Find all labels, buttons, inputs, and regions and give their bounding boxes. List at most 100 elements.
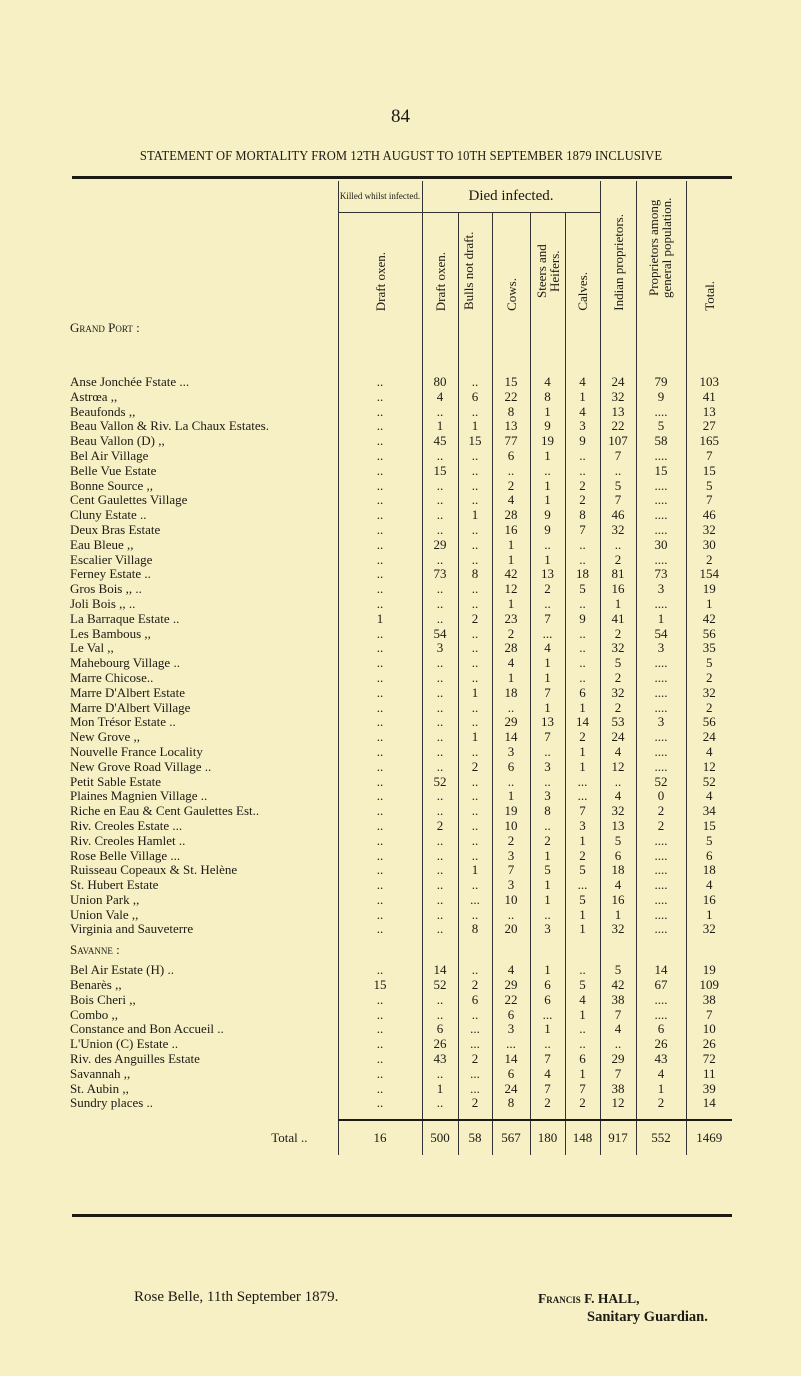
empty-cell — [599, 1111, 636, 1121]
killed-draft-oxen-cell: .. — [337, 433, 422, 449]
indian-proprietors-cell: 32 — [599, 685, 636, 701]
calves-cell: 5 — [564, 862, 600, 879]
total-cell: 15 — [685, 818, 732, 834]
total-cell: 109 — [685, 977, 732, 993]
total-cell: 4 — [685, 789, 732, 805]
total-cell: 1 — [685, 596, 732, 612]
steers-heifers-cell: 1 — [529, 655, 565, 671]
indian-proprietors-cell: 22 — [599, 419, 636, 435]
died-draft-oxen-cell: .. — [421, 655, 458, 671]
total-cell: 56 — [685, 715, 732, 731]
killed-draft-oxen-cell: .. — [337, 1066, 422, 1082]
calves-cell: .. — [564, 537, 600, 553]
steers-heifers-cell: 6 — [529, 977, 565, 993]
indian-proprietors-cell: 13 — [599, 818, 636, 834]
steers-heifers-cell: 3 — [529, 789, 565, 805]
bulls-not-draft-cell: 2 — [457, 977, 492, 993]
empty-cell — [685, 315, 732, 375]
indian-proprietors-cell: 32 — [599, 922, 636, 938]
general-proprietors-cell: .... — [635, 478, 686, 494]
steers-heifers-cell: .. — [529, 774, 565, 790]
died-draft-oxen-cell: 2 — [421, 818, 458, 834]
table-row: Les Bambous ,,.. 54.. 2..... 2 54 56 — [70, 626, 732, 642]
calves-cell: 1 — [564, 1007, 600, 1023]
total-cell: 32 — [685, 685, 732, 701]
indian-proprietors-cell: 2 — [599, 700, 636, 716]
indian-proprietors-cell: .. — [599, 1036, 636, 1053]
died-draft-oxen-cell: 54 — [421, 626, 458, 642]
total-cell: 16 — [685, 892, 732, 908]
steers-heifers-cell: 2 — [529, 833, 565, 849]
table-row: Virginia and Sauveterre.... 8 20 3 1 32.... 32 — [70, 922, 732, 938]
general-proprietors-cell: .... — [635, 892, 686, 908]
table-row: Ferney Estate .... 73 8 42 13 18 81 73 154 — [70, 567, 732, 583]
died-draft-oxen-cell: 6 — [421, 1022, 458, 1038]
total-cell: 4 — [685, 744, 732, 760]
died-draft-oxen-cell: .. — [421, 522, 458, 538]
place-name-cell: Mahebourg Village .. — [70, 656, 180, 671]
header-general-proprietors: Proprietors among general population. — [646, 197, 674, 299]
place-name-cell: Beaufonds ,, — [70, 404, 136, 419]
steers-heifers-cell: 7 — [529, 1081, 565, 1097]
general-proprietors-cell: 30 — [635, 537, 686, 553]
empty-cell — [457, 937, 492, 964]
cows-cell: 28 — [491, 507, 530, 523]
died-draft-oxen-cell: .. — [421, 862, 458, 879]
general-proprietors-cell: .... — [635, 655, 686, 671]
died-draft-oxen-cell: .. — [421, 907, 458, 923]
killed-draft-oxen-cell: .. — [337, 596, 422, 612]
page-number: 84 — [391, 106, 410, 127]
table-row: Savannah ,,....... 6 4 1 7 4 11 — [70, 1066, 732, 1082]
bulls-not-draft-cell: 6 — [457, 992, 492, 1008]
died-draft-oxen-cell: .. — [421, 789, 458, 805]
bulls-not-draft-cell: ... — [457, 1081, 492, 1097]
total-cell: 32 — [685, 922, 732, 938]
steers-heifers-cell: 2 — [529, 1096, 565, 1112]
total-cell: 5 — [685, 833, 732, 849]
killed-draft-oxen-cell: .. — [337, 729, 422, 745]
indian-proprietors-cell: 4 — [599, 789, 636, 805]
total-cell: 34 — [685, 803, 732, 819]
general-proprietors-cell: 15 — [635, 463, 686, 479]
header-steers-heifers: Steers and Heifers. — [533, 244, 562, 298]
killed-draft-oxen-cell: .. — [337, 992, 422, 1008]
table-row: Astrœa ,,.. 4 6 22 8 1 32 9 41 — [70, 389, 732, 405]
bulls-not-draft-cell: .. — [457, 522, 492, 538]
steers-heifers-cell: .. — [529, 818, 565, 834]
died-draft-oxen-cell: .. — [421, 744, 458, 760]
empty-cell — [685, 1111, 732, 1121]
steers-heifers-cell: 3 — [529, 922, 565, 938]
died-draft-oxen-cell: .. — [421, 1096, 458, 1112]
general-proprietors-cell: 5 — [635, 419, 686, 435]
place-name-cell: Constance and Bon Accueil .. — [70, 1022, 224, 1037]
place-name-cell: Gros Bois ,, .. — [70, 582, 142, 597]
bulls-not-draft-cell: 2 — [457, 759, 492, 775]
place-name-cell: Benarès ,, — [70, 978, 122, 993]
total-cell: 41 — [685, 389, 732, 405]
died-draft-oxen-cell: .. — [421, 493, 458, 509]
calves-cell: .. — [564, 670, 600, 686]
cows-cell: 29 — [491, 977, 530, 993]
died-draft-oxen-cell: .. — [421, 803, 458, 819]
general-proprietors-cell: 73 — [635, 567, 686, 583]
calves-cell: 3 — [564, 818, 600, 834]
steers-heifers-cell: 7 — [529, 729, 565, 745]
total-cell: 10 — [685, 1022, 732, 1038]
cows-cell: 42 — [491, 567, 530, 583]
cows-cell: 8 — [491, 1096, 530, 1112]
total-cell: 39 — [685, 1081, 732, 1097]
place-name-cell: Astrœa ,, — [70, 389, 118, 404]
general-proprietors-cell: .... — [635, 1007, 686, 1023]
cows-cell: 6 — [491, 448, 530, 464]
killed-draft-oxen-cell: .. — [337, 744, 422, 760]
died-draft-oxen-cell: 52 — [421, 977, 458, 993]
table-row: Combo ,,...... 6... 1 7.... 7 — [70, 1007, 732, 1023]
total-cell: 2 — [685, 700, 732, 716]
empty-cell — [491, 937, 530, 964]
place-name-cell: Riv. Creoles Hamlet .. — [70, 833, 186, 848]
empty-cell — [70, 1111, 338, 1120]
general-proprietors-cell: 26 — [635, 1036, 686, 1053]
table-row: Beau Vallon (D) ,,.. 45 15 77 19 9 107 58 165 — [70, 433, 732, 449]
indian-proprietors-cell: 1 — [599, 907, 636, 923]
general-proprietors-cell: 3 — [635, 641, 686, 657]
